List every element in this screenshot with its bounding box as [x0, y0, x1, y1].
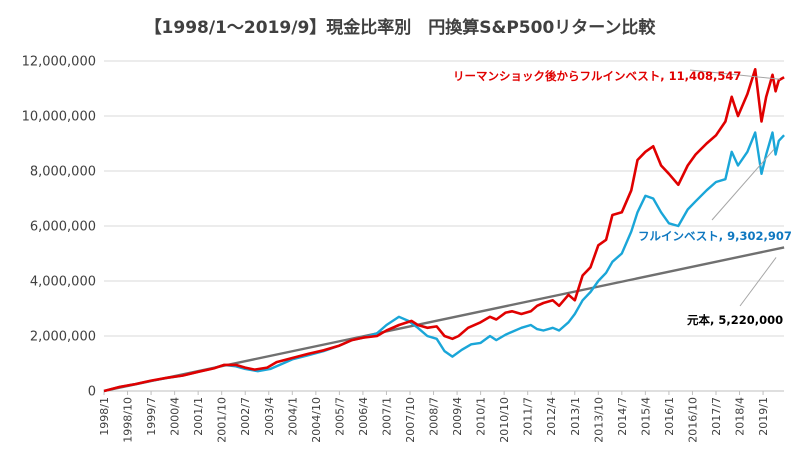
x-tick-label: 2003/4: [263, 397, 276, 436]
x-tick-label: 2013/10: [592, 397, 605, 443]
x-tick-label: 2006/4: [357, 397, 370, 436]
y-tick-label: 6,000,000: [30, 220, 96, 235]
x-tick-label: 2013/1: [569, 397, 582, 436]
y-tick-label: 8,000,000: [30, 165, 96, 180]
x-tick-label: 2007/1: [380, 397, 393, 436]
gridlines: [104, 60, 784, 392]
y-tick-label: 12,000,000: [22, 55, 96, 70]
x-tick-label: 2008/7: [428, 397, 441, 436]
annotation-leader: [711, 148, 775, 221]
annotation-blue-series: フルインベスト, 9,302,907: [638, 229, 792, 243]
x-tick-label: 2004/10: [310, 397, 323, 443]
y-tick-label: 4,000,000: [30, 275, 96, 290]
x-tick-label: 2000/4: [169, 397, 182, 436]
x-tick-label: 2004/1: [286, 397, 299, 436]
annotation-leaders: [689, 69, 781, 307]
series-line-blue: [103, 131, 785, 393]
x-tick-label: 2016/1: [663, 397, 676, 436]
x-tick-label: 2019/1: [757, 397, 770, 436]
y-tick-label: 0: [88, 385, 96, 400]
x-tick-label: 2005/7: [333, 397, 346, 436]
x-tick-label: 2011/7: [522, 397, 535, 436]
annotation-leader: [739, 257, 777, 307]
y-axis: 0 2,000,000 4,000,000 6,000,000 8,000,000 10,…: [22, 55, 96, 400]
series-line-red: [103, 68, 785, 393]
x-tick-label: 2001/1: [192, 397, 205, 436]
y-tick-label: 10,000,000: [22, 110, 96, 125]
x-tick-label: 2014/7: [616, 397, 629, 436]
chart-title: 【1998/1～2019/9】現金比率別 円換算S&P500リターン比較: [145, 17, 657, 38]
annotation-principal: 元本, 5,220,000: [687, 313, 783, 327]
x-tick-label: 2017/7: [710, 397, 723, 436]
x-tick-label: 2009/4: [451, 397, 464, 436]
x-axis: 1998/1 1998/10 1999/7 2000/4 2001/1 2001/10 20…: [98, 391, 770, 443]
x-tick-label: 1999/7: [145, 397, 158, 436]
x-tick-label: 1998/1: [98, 397, 111, 436]
x-tick-label: 1998/10: [122, 397, 135, 443]
x-tick-label: 2001/10: [216, 397, 229, 443]
x-tick-label: 2010/1: [475, 397, 488, 436]
x-tick-label: 2012/4: [545, 397, 558, 436]
x-tick-label: 2002/7: [239, 397, 252, 436]
annotation-leader: [689, 69, 781, 80]
x-tick-label: 2007/10: [404, 397, 417, 443]
x-tick-label: 2010/10: [498, 397, 511, 443]
x-tick-label: 2015/4: [639, 397, 652, 436]
y-tick-label: 2,000,000: [30, 330, 96, 345]
annotation-red-series: リーマンショック後からフルインベスト, 11,408,547: [453, 69, 741, 83]
x-tick-label: 2018/4: [734, 397, 747, 436]
series-lines: [103, 68, 785, 393]
x-tick-label: 2016/10: [686, 397, 699, 443]
